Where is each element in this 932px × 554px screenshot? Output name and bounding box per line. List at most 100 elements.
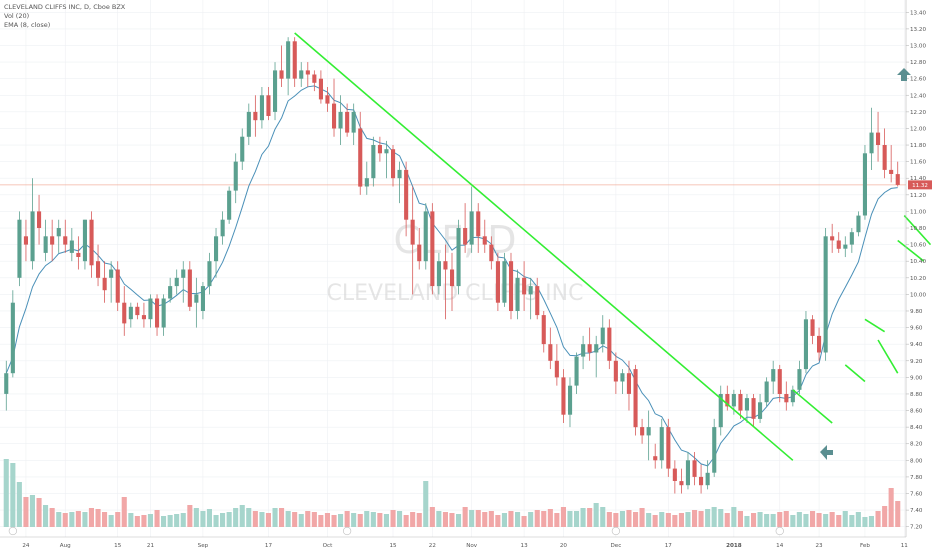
candle-body[interactable] <box>430 211 435 287</box>
candle-body[interactable] <box>207 261 212 287</box>
candle-body[interactable] <box>889 169 894 174</box>
arrow-up-icon[interactable] <box>897 68 911 81</box>
legend-symbol-title[interactable]: CLEVELAND CLIFFS INC, D, Cboe BZX <box>4 3 126 11</box>
candle-body[interactable] <box>574 356 579 386</box>
candle-body[interactable] <box>450 269 455 287</box>
candle-body[interactable] <box>443 261 448 270</box>
candle-body[interactable] <box>810 319 815 336</box>
candle-body[interactable] <box>463 228 468 245</box>
candle-body[interactable] <box>594 344 599 353</box>
candle-body[interactable] <box>862 153 867 216</box>
candle-body[interactable] <box>141 315 146 320</box>
candle-body[interactable] <box>266 95 271 116</box>
candle-body[interactable] <box>764 381 769 403</box>
candle-body[interactable] <box>528 286 533 295</box>
candle-body[interactable] <box>325 95 330 104</box>
trendline[interactable] <box>897 239 925 262</box>
candle-body[interactable] <box>102 277 107 291</box>
candle-body[interactable] <box>646 427 651 436</box>
candle-body[interactable] <box>292 41 297 79</box>
candle-body[interactable] <box>43 236 48 253</box>
candle-body[interactable] <box>515 277 520 311</box>
event-marker-icon[interactable] <box>343 526 352 536</box>
candle-body[interactable] <box>358 128 363 187</box>
candle-body[interactable] <box>836 240 841 249</box>
candle-body[interactable] <box>345 111 350 133</box>
candle-body[interactable] <box>548 344 553 361</box>
candle-body[interactable] <box>725 394 730 407</box>
candle-body[interactable] <box>220 219 225 237</box>
candle-body[interactable] <box>227 190 232 220</box>
event-marker-icon[interactable] <box>611 526 620 536</box>
candle-body[interactable] <box>37 211 42 228</box>
candle-body[interactable] <box>692 460 697 477</box>
candle-body[interactable] <box>109 269 114 278</box>
candle-body[interactable] <box>817 335 822 353</box>
candle-body[interactable] <box>96 261 101 278</box>
candle-body[interactable] <box>626 373 631 394</box>
candle-body[interactable] <box>600 327 605 345</box>
candle-body[interactable] <box>148 298 153 320</box>
candle-body[interactable] <box>155 298 160 328</box>
candle-body[interactable] <box>685 460 690 486</box>
candle-body[interactable] <box>581 344 586 357</box>
event-marker-icon[interactable] <box>8 526 17 536</box>
candle-body[interactable] <box>397 169 402 179</box>
candle-body[interactable] <box>522 277 527 295</box>
candle-body[interactable] <box>253 111 258 121</box>
candle-body[interactable] <box>299 70 304 79</box>
candle-body[interactable] <box>89 219 94 266</box>
trendline[interactable] <box>903 215 932 246</box>
trendline[interactable] <box>877 339 899 374</box>
candle-body[interactable] <box>246 111 251 137</box>
candle-body[interactable] <box>423 211 428 262</box>
candle-body[interactable] <box>50 236 55 245</box>
legend-volume[interactable]: Vol (20) <box>4 12 30 20</box>
candle-body[interactable] <box>672 468 677 481</box>
candle-body[interactable] <box>391 149 396 179</box>
candle-body[interactable] <box>128 306 133 320</box>
candle-body[interactable] <box>731 394 736 407</box>
candle-body[interactable] <box>17 219 22 278</box>
candle-body[interactable] <box>69 240 74 253</box>
candle-body[interactable] <box>279 70 284 79</box>
candle-body[interactable] <box>476 211 481 237</box>
candle-body[interactable] <box>240 136 245 162</box>
candle-body[interactable] <box>509 261 514 311</box>
trendline[interactable] <box>792 389 833 424</box>
candle-body[interactable] <box>312 74 317 83</box>
candle-body[interactable] <box>214 236 219 262</box>
candle-body[interactable] <box>535 286 540 316</box>
candle-body[interactable] <box>613 360 618 382</box>
candle-body[interactable] <box>161 298 166 328</box>
event-markers[interactable] <box>8 526 932 536</box>
candle-body[interactable] <box>495 261 500 303</box>
candle-body[interactable] <box>30 211 35 262</box>
candle-body[interactable] <box>784 394 789 403</box>
candle-body[interactable] <box>659 427 664 461</box>
trendline[interactable] <box>294 32 794 461</box>
candle-body[interactable] <box>699 476 704 486</box>
candle-body[interactable] <box>377 145 382 154</box>
candle-body[interactable] <box>882 145 887 170</box>
candle-body[interactable] <box>640 427 645 436</box>
candle-body[interactable] <box>561 377 566 415</box>
candle-body[interactable] <box>823 236 828 353</box>
candle-body[interactable] <box>751 398 756 419</box>
candle-body[interactable] <box>718 394 723 428</box>
candle-body[interactable] <box>115 269 120 303</box>
candle-body[interactable] <box>122 302 127 324</box>
candle-body[interactable] <box>869 132 874 154</box>
candle-body[interactable] <box>790 389 795 403</box>
trendlines[interactable] <box>294 32 932 461</box>
candle-body[interactable] <box>404 169 409 220</box>
candle-body[interactable] <box>63 236 68 245</box>
candle-body[interactable] <box>620 373 625 382</box>
candle-body[interactable] <box>502 261 507 303</box>
candle-body[interactable] <box>181 269 186 278</box>
candle-body[interactable] <box>273 70 278 112</box>
candle-body[interactable] <box>23 236 28 245</box>
candle-body[interactable] <box>318 78 323 100</box>
candle-body[interactable] <box>679 481 684 486</box>
candle-body[interactable] <box>856 215 861 233</box>
